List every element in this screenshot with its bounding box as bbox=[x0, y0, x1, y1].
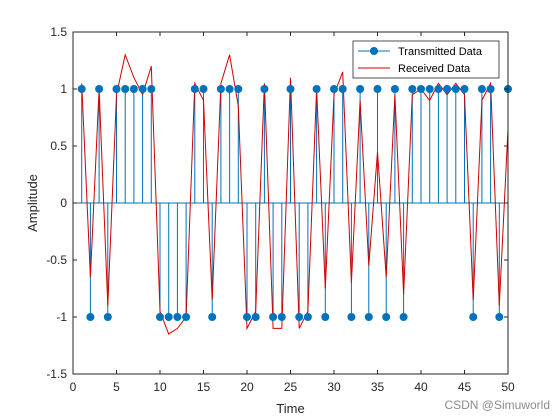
stem-marker bbox=[77, 85, 86, 93]
legend: Transmitted Data Received Data bbox=[352, 40, 500, 79]
x-tick-label: 35 bbox=[371, 380, 385, 394]
stem-marker bbox=[269, 313, 278, 321]
stem-marker bbox=[260, 85, 269, 93]
legend-transmitted-marker bbox=[370, 47, 378, 55]
y-tick-label: -0.5 bbox=[46, 253, 67, 267]
stem-marker bbox=[347, 313, 356, 321]
x-tick-label: 0 bbox=[70, 380, 77, 394]
stem-marker bbox=[190, 85, 199, 93]
stem-marker bbox=[364, 313, 373, 321]
stem-marker bbox=[199, 85, 208, 93]
stem-marker bbox=[321, 313, 330, 321]
legend-transmitted-label: Transmitted Data bbox=[398, 46, 483, 58]
stem-marker bbox=[86, 313, 95, 321]
stem-marker bbox=[417, 85, 425, 93]
x-tick-label: 5 bbox=[113, 380, 120, 394]
stem-marker bbox=[303, 313, 312, 321]
stem-marker bbox=[112, 85, 121, 93]
stem-marker bbox=[121, 85, 130, 93]
stem-marker bbox=[338, 85, 347, 93]
stem-marker bbox=[356, 85, 365, 93]
stem-marker bbox=[495, 313, 504, 321]
stem-marker bbox=[469, 313, 478, 321]
stem-marker bbox=[425, 85, 434, 93]
stem-marker bbox=[173, 313, 182, 321]
y-tick-label: 0 bbox=[60, 196, 67, 210]
stem-marker bbox=[147, 85, 156, 93]
stem-marker bbox=[330, 85, 338, 93]
stem-marker bbox=[216, 85, 225, 93]
stem-marker bbox=[286, 85, 295, 93]
legend-received-label: Received Data bbox=[398, 63, 471, 75]
stem-marker bbox=[486, 85, 495, 93]
stem-marker bbox=[451, 85, 460, 93]
stem-marker bbox=[95, 85, 104, 93]
stem-marker bbox=[164, 313, 173, 321]
stem-marker bbox=[390, 85, 399, 93]
stem-marker bbox=[399, 313, 408, 321]
stem-marker bbox=[443, 85, 452, 93]
y-tick-label: 1.5 bbox=[50, 25, 67, 39]
y-tick-label: -1.5 bbox=[46, 367, 67, 381]
x-tick-label: 40 bbox=[414, 380, 428, 394]
x-tick-label: 15 bbox=[197, 380, 211, 394]
x-axis-label: Time bbox=[276, 401, 304, 416]
y-axis-label: Amplitude bbox=[25, 174, 40, 232]
y-tick-label: 0.5 bbox=[50, 139, 67, 153]
stem-marker bbox=[373, 85, 382, 93]
stem-marker bbox=[182, 313, 191, 321]
stem-marker bbox=[434, 85, 443, 93]
stem-marker bbox=[138, 85, 147, 93]
stem-marker bbox=[460, 85, 469, 93]
x-tick-label: 10 bbox=[153, 380, 167, 394]
stem-marker bbox=[225, 85, 234, 93]
x-tick-label: 20 bbox=[240, 380, 254, 394]
stem-marker bbox=[251, 313, 260, 321]
stem-markers bbox=[77, 85, 512, 321]
y-tick-label: 1 bbox=[60, 82, 67, 96]
stem-marker bbox=[208, 313, 217, 321]
stem-marker bbox=[129, 85, 138, 93]
stem-marker bbox=[382, 313, 391, 321]
stem-marker bbox=[243, 313, 251, 321]
y-tick-labels: -1.5 -1 -0.5 0 0.5 1 1.5 bbox=[46, 25, 67, 381]
stem-marker bbox=[234, 85, 243, 93]
stem-marker bbox=[103, 313, 112, 321]
x-tick-label: 25 bbox=[284, 380, 298, 394]
x-tick-label: 50 bbox=[501, 380, 515, 394]
x-tick-label: 30 bbox=[327, 380, 341, 394]
stem-marker bbox=[408, 85, 417, 93]
legend-box bbox=[352, 40, 500, 79]
stem-marker bbox=[277, 313, 286, 321]
stem-marker bbox=[312, 85, 321, 93]
x-tick-labels: 0 5 10 15 20 25 30 35 40 45 50 bbox=[70, 380, 515, 394]
watermark: CSDN @Simuworld bbox=[444, 398, 550, 412]
axis-ticks bbox=[72, 31, 509, 375]
x-tick-label: 45 bbox=[458, 380, 472, 394]
y-tick-label: -1 bbox=[56, 310, 67, 324]
stem-marker bbox=[477, 85, 486, 93]
stem-marker bbox=[156, 313, 164, 321]
stem-marker bbox=[295, 313, 304, 321]
